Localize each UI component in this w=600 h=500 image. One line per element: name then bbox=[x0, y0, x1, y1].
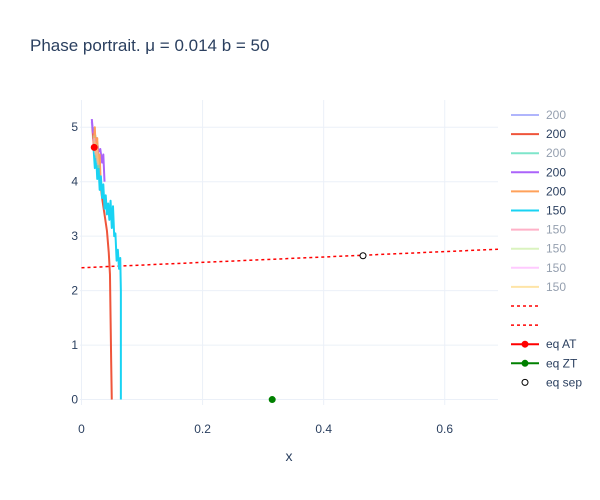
legend-item[interactable]: 150 bbox=[511, 223, 566, 237]
x-tick-label: 0.2 bbox=[194, 422, 211, 436]
grid bbox=[80, 100, 498, 405]
legend-item[interactable]: eq sep bbox=[521, 375, 582, 389]
legend-item[interactable]: 150 bbox=[511, 280, 566, 294]
trajectory-150 bbox=[92, 148, 122, 400]
legend-label: 200 bbox=[546, 165, 566, 179]
y-tick-label: 3 bbox=[71, 229, 78, 243]
y-tick-label: 4 bbox=[71, 175, 78, 189]
legend-label: 200 bbox=[546, 184, 566, 198]
marker-eq-ZT bbox=[268, 396, 276, 404]
x-tick-label: 0.4 bbox=[315, 422, 332, 436]
legend-item[interactable]: 200 bbox=[511, 127, 566, 141]
legend-item[interactable]: 200 bbox=[511, 184, 566, 198]
legend-label: 200 bbox=[546, 146, 566, 160]
x-axis-title: x bbox=[286, 448, 293, 464]
legend-label: 150 bbox=[546, 280, 566, 294]
legend-item[interactable]: 200 bbox=[511, 146, 566, 160]
legend-label: 200 bbox=[546, 108, 566, 122]
y-tick-label: 5 bbox=[71, 120, 78, 134]
legend-label: 150 bbox=[546, 261, 566, 275]
legend-item[interactable]: 150 bbox=[511, 242, 566, 256]
legend-item[interactable]: 150 bbox=[511, 204, 566, 218]
legend: 200 200 200 200 200 150 150 150 150 150 eq AT eq ZT… bbox=[511, 108, 582, 389]
legend-label: eq sep bbox=[546, 375, 582, 389]
legend-item[interactable]: eq AT bbox=[511, 337, 577, 351]
legend-label: eq ZT bbox=[546, 356, 578, 370]
y-tick-label: 1 bbox=[71, 338, 78, 352]
marker-eq-AT bbox=[90, 143, 98, 151]
legend-marker bbox=[521, 359, 529, 367]
y-tick-label: 2 bbox=[71, 284, 78, 298]
legend-item[interactable]: 200 bbox=[511, 165, 566, 179]
legend-label: 200 bbox=[546, 127, 566, 141]
y-ticks: 0 1 2 3 4 5 bbox=[71, 120, 78, 406]
x-ticks: 0 0.2 0.4 0.6 bbox=[78, 422, 453, 436]
legend-label: 150 bbox=[546, 204, 566, 218]
legend-marker bbox=[521, 378, 529, 386]
legend-item[interactable]: eq ZT bbox=[511, 356, 578, 370]
marker-eq-sep bbox=[359, 252, 367, 260]
separatrix-dashed-line bbox=[81, 248, 499, 269]
trajectory-200 bbox=[92, 126, 102, 188]
legend-marker bbox=[521, 340, 529, 348]
chart-title: Phase portrait. μ = 0.014 b = 50 bbox=[30, 36, 269, 55]
legend-item[interactable]: 200 bbox=[511, 108, 566, 122]
legend-label: eq AT bbox=[546, 337, 577, 351]
legend-label: 150 bbox=[546, 242, 566, 256]
y-tick-label: 0 bbox=[71, 393, 78, 407]
x-tick-label: 0.6 bbox=[436, 422, 453, 436]
legend-label: 150 bbox=[546, 223, 566, 237]
legend-item[interactable]: 150 bbox=[511, 261, 566, 275]
plot-area bbox=[81, 118, 499, 404]
x-tick-label: 0 bbox=[78, 422, 85, 436]
trajectory-150 bbox=[92, 132, 99, 161]
